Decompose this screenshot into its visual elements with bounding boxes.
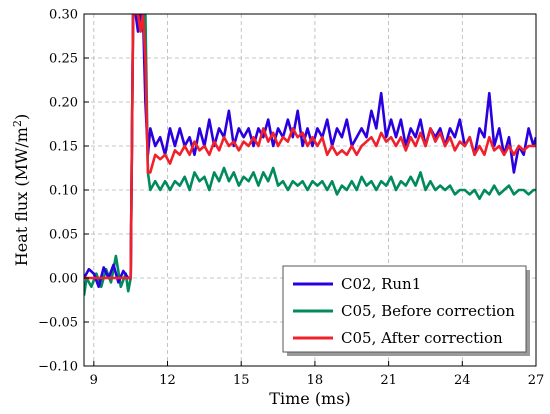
y-tick-label: 0.25: [49, 52, 78, 67]
y-tick-label: −0.10: [38, 360, 78, 375]
series-line-c05-before-correction: [84, 14, 536, 296]
x-axis-label: Time (ms): [269, 389, 350, 408]
legend: C02, Run1 C05, Before correction C05, Afte…: [282, 265, 530, 356]
x-tick-label: 21: [380, 373, 397, 388]
axis-ticks: 9 12 15 18 21 24 27 −0.10 −0.05 0.00 0.05 0.10 0.15 0…: [38, 8, 544, 389]
y-axis-label-main: Heat flux (MW/m: [12, 127, 31, 266]
x-tick-label: 27: [528, 373, 545, 388]
x-tick-label: 9: [90, 373, 98, 388]
y-axis-label: Heat flux (MW/m2): [11, 114, 31, 266]
y-tick-label: 0.20: [49, 96, 78, 111]
y-tick-label: 0.00: [49, 272, 78, 287]
legend-label-c05-before-correction: C05, Before correction: [341, 302, 515, 320]
y-axis-label-end: ): [12, 114, 31, 120]
series-line-c05-after-correction: [84, 14, 536, 280]
x-tick-label: 18: [307, 373, 324, 388]
y-axis-label-superscript: 2: [11, 120, 24, 127]
legend-label-c05-after-correction: C05, After correction: [341, 329, 503, 347]
y-tick-label: 0.30: [49, 8, 78, 23]
y-tick-label: 0.05: [49, 228, 78, 243]
series-group: [84, 14, 536, 296]
y-tick-label: 0.15: [49, 140, 78, 155]
series-line-c02-run1: [84, 14, 536, 289]
y-tick-label: 0.10: [49, 184, 78, 199]
legend-label-c02-run1: C02, Run1: [341, 275, 421, 293]
x-tick-label: 15: [233, 373, 250, 388]
x-tick-label: 12: [159, 373, 176, 388]
x-tick-label: 24: [454, 373, 471, 388]
y-tick-label: −0.05: [38, 316, 78, 331]
